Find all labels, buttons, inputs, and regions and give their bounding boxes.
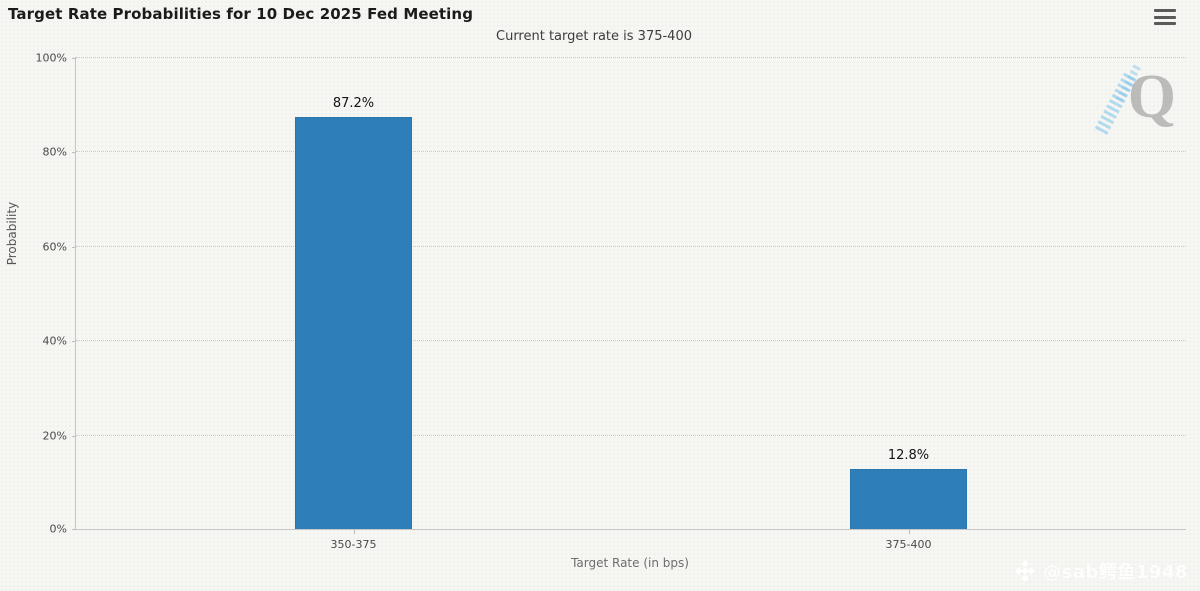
x-axis-title: Target Rate (in bps) [571, 556, 689, 570]
y-tick-mark [72, 341, 76, 343]
chart-title: Target Rate Probabilities for 10 Dec 202… [8, 5, 474, 23]
bar-350-375[interactable]: 87.2% [295, 96, 412, 529]
x-tick-label-375-400: 375-400 [885, 538, 932, 551]
y-tick-label: 80% [42, 145, 67, 159]
y-tick-mark [72, 529, 76, 530]
bar-value-label: 12.8% [887, 447, 930, 463]
y-tick-label: 0% [49, 522, 67, 536]
y-tick-mark [72, 246, 76, 248]
x-tick-mark [353, 529, 355, 534]
y-tick-mark [72, 152, 76, 154]
y-tick-label: 40% [42, 334, 67, 348]
hamburger-bar [1154, 9, 1176, 12]
x-tick-label-350-375: 350-375 [330, 538, 377, 551]
hamburger-bar [1154, 22, 1176, 25]
y-tick-label: 100% [35, 51, 67, 65]
gridline-60: 60% [43, 240, 1186, 253]
hamburger-bar [1154, 15, 1176, 19]
gridline-100: 100% [36, 52, 1186, 65]
y-tick-label: 20% [42, 429, 67, 443]
gridline-40: 40% [43, 335, 1186, 348]
chart-subtitle: Current target rate is 375-400 [496, 29, 692, 44]
bar-375-400[interactable]: 12.8% [850, 448, 967, 529]
y-tick-mark [72, 58, 76, 59]
bar-value-label: 87.2% [332, 96, 375, 112]
x-tick-mark [908, 529, 910, 534]
gridline-80: 80% [43, 146, 1186, 159]
plot-area: 0% 20% 40% 60% 80% 100% 87.2% 350-375 12.8% 375-4… [36, 52, 1186, 551]
y-tick-label: 60% [42, 240, 67, 254]
gridline-20: 20% [43, 429, 1186, 442]
y-tick-mark [72, 435, 76, 437]
y-axis-title: Probability [5, 201, 19, 266]
hamburger-menu-icon[interactable] [1154, 9, 1176, 25]
